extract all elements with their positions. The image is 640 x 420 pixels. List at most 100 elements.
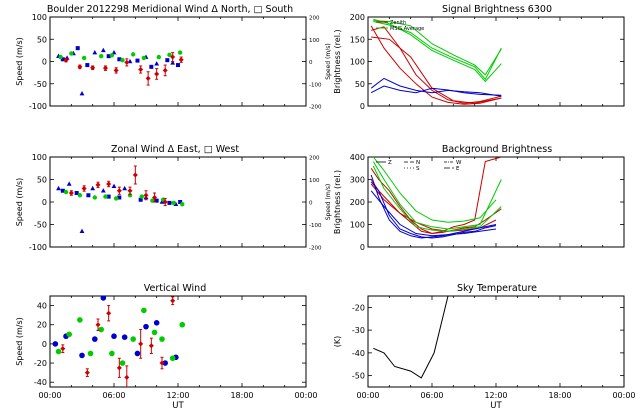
data-point <box>131 52 136 57</box>
data-point <box>179 321 186 328</box>
y2-tick-label: 200 <box>309 156 320 162</box>
data-point <box>154 198 159 203</box>
data-point <box>121 334 128 340</box>
series-line <box>370 85 502 96</box>
data-point <box>75 46 80 51</box>
data-point <box>134 350 141 357</box>
series-line <box>370 77 502 97</box>
y2-axis-label: Speed (m/s) <box>325 184 332 220</box>
data-point <box>90 65 96 71</box>
y-tick-label: 100 <box>350 58 365 67</box>
legend-label: MSIS Average <box>390 26 424 32</box>
data-point <box>116 365 122 371</box>
data-point <box>171 200 176 206</box>
y-tick-label: 0 <box>42 340 47 349</box>
panel-4: Background Brightness 0 100 200 300 400 Bright… <box>333 144 625 252</box>
y-tick-label: 100 <box>32 153 47 162</box>
data-point <box>90 185 96 191</box>
legend-label: S <box>416 166 420 172</box>
y2-tick-label: 200 <box>309 16 320 22</box>
y-axis-label: Brightness (rel.) <box>333 170 342 234</box>
data-point <box>109 53 115 58</box>
series-line <box>373 18 502 83</box>
chart-title: Background Brightness <box>442 144 552 155</box>
data-point <box>98 326 104 333</box>
data-point <box>162 199 168 205</box>
y-tick-label: -100 <box>29 102 47 111</box>
data-point <box>109 350 115 357</box>
data-point <box>120 57 125 63</box>
legend-label: W <box>456 160 462 166</box>
y2-tick-label: -200 <box>309 105 322 111</box>
y2-tick-label: -100 <box>309 223 322 229</box>
chart-title: Zonal Wind Δ East, □ West <box>111 144 239 155</box>
panel-1: Boulder 2012298 Meridional Wind Δ North,… <box>15 4 332 111</box>
y-tick-label: 0 <box>42 198 47 207</box>
data-point <box>86 193 91 198</box>
data-point <box>111 183 117 189</box>
y-tick-label: -100 <box>29 243 47 252</box>
data-point <box>124 374 130 380</box>
data-area <box>373 296 449 379</box>
data-point <box>159 336 165 342</box>
y-tick-label: 40 <box>37 302 47 311</box>
y-tick-label: 0 <box>360 102 365 111</box>
data-point <box>106 310 112 316</box>
series-line <box>370 174 497 239</box>
data-point <box>95 182 101 188</box>
data-point <box>113 67 119 73</box>
y-tick-label: 200 <box>350 198 365 207</box>
data-point <box>100 188 106 193</box>
data-point <box>143 192 149 198</box>
y-axis-label: Speed (m/s) <box>15 178 24 227</box>
data-point <box>170 54 176 60</box>
data-point <box>162 67 168 73</box>
legend-label: N <box>416 160 420 166</box>
data-area <box>56 46 184 96</box>
data-point <box>170 60 176 65</box>
data-point <box>106 54 111 59</box>
data-point <box>99 53 104 59</box>
data-point <box>180 202 185 207</box>
series-line <box>371 26 502 104</box>
data-point <box>56 185 61 191</box>
data-point <box>81 186 87 191</box>
y-axis-label: (K) <box>333 336 342 348</box>
data-area <box>56 165 185 234</box>
x-tick-label: 00:00 <box>612 391 635 400</box>
data-point <box>119 360 126 366</box>
plot-frame <box>367 295 625 388</box>
data-point <box>135 58 140 63</box>
x-tick-label: 12:00 <box>484 391 507 400</box>
y-tick-label: 50 <box>355 80 365 89</box>
data-point <box>79 352 85 359</box>
data-point <box>106 181 112 187</box>
data-point <box>138 67 144 73</box>
plot-frame <box>49 156 307 248</box>
data-point <box>106 194 111 199</box>
panel-6: Sky Temperature 00:00 06:00 12:00 18:00 00:00… <box>333 283 636 411</box>
data-point <box>156 54 161 60</box>
data-point <box>141 307 147 314</box>
y-tick-label: 100 <box>350 221 365 230</box>
y-tick-label: 50 <box>37 35 47 44</box>
y-axis-label: Speed (m/s) <box>15 317 24 366</box>
x-tick-label: 12:00 <box>166 391 189 400</box>
y-tick-label: 300 <box>350 176 365 185</box>
data-point <box>162 360 168 366</box>
x-tick-label: 06:00 <box>420 391 443 400</box>
data-point <box>60 188 65 193</box>
series-line <box>370 179 502 235</box>
data-point <box>68 190 74 196</box>
legend-label: Z <box>388 160 392 166</box>
y-axis-label: Brightness (rel.) <box>333 29 342 93</box>
series-line <box>372 161 502 230</box>
data-point <box>52 341 59 347</box>
data-point <box>117 195 122 200</box>
data-point <box>170 298 176 304</box>
data-point <box>74 191 79 195</box>
data-point <box>169 355 176 362</box>
data-point <box>66 181 72 186</box>
series-line <box>373 20 502 76</box>
data-point <box>127 188 133 194</box>
